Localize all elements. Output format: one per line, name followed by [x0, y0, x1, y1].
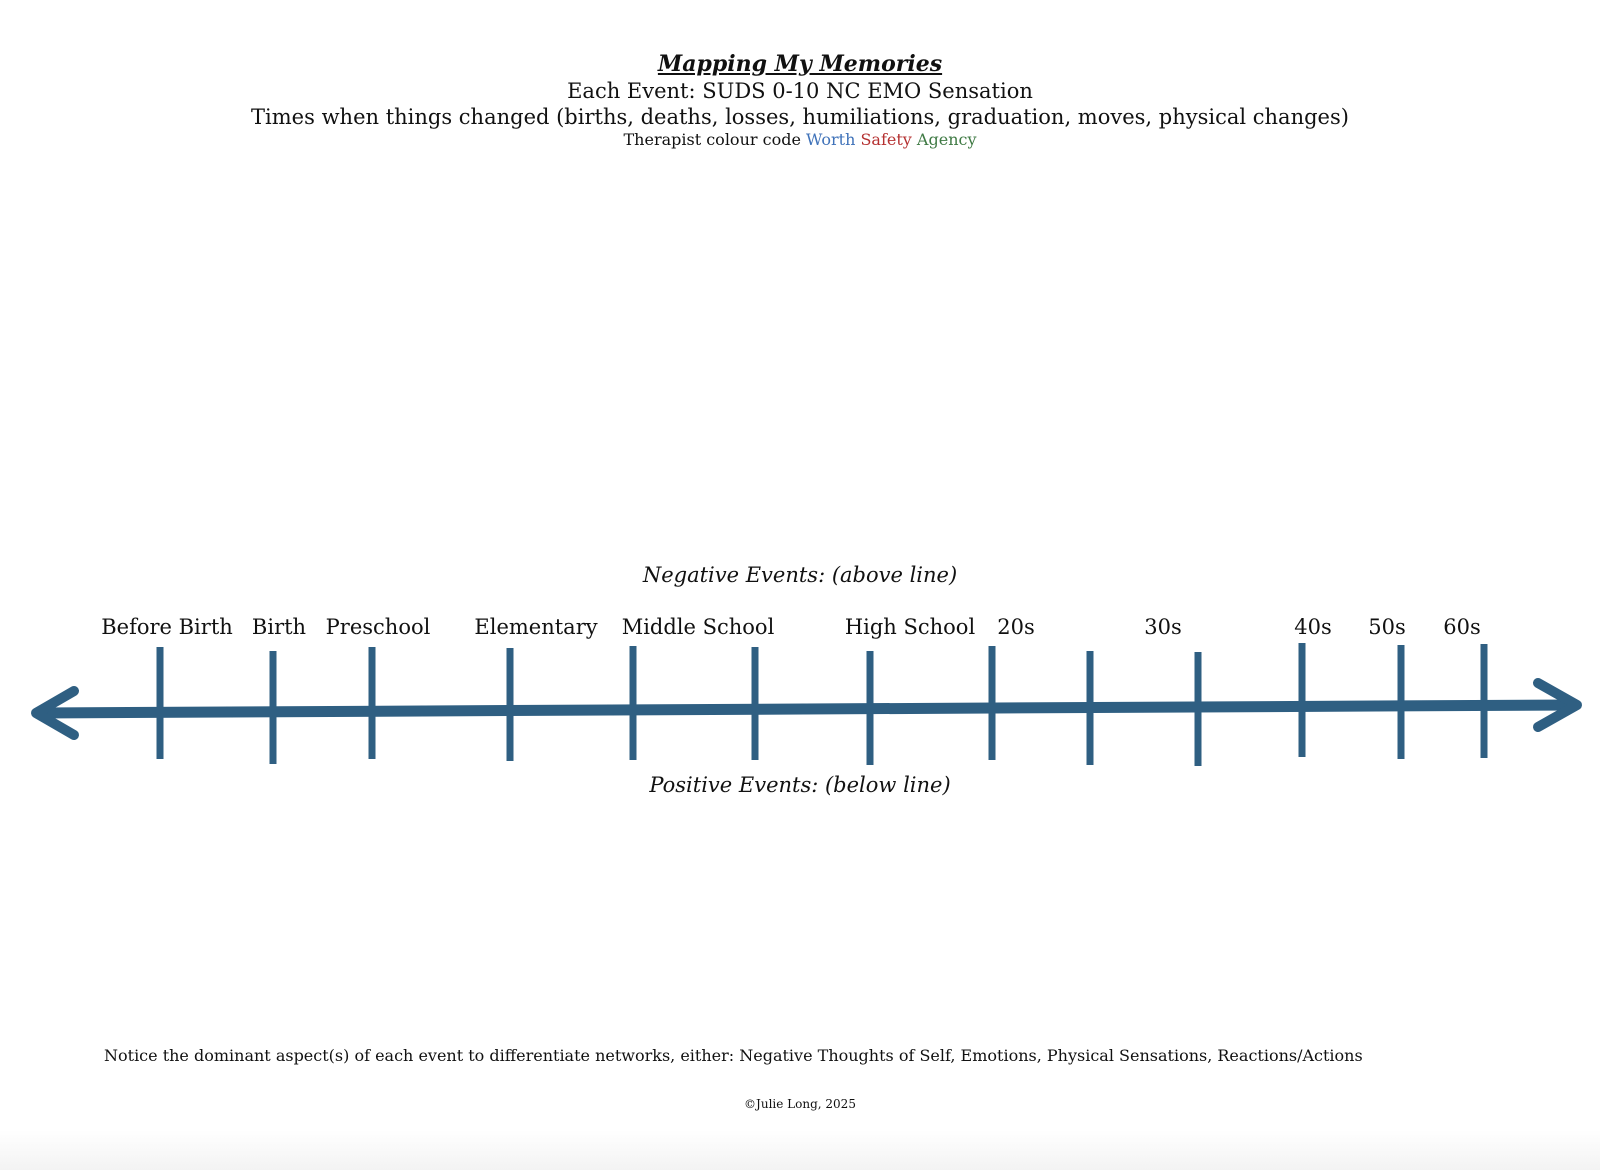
stage-label-60s: 60s [1443, 615, 1481, 639]
stage-label-50s: 50s [1368, 615, 1406, 639]
event-rating-line: Each Event: SUDS 0-10 NC EMO Sensation [567, 79, 1033, 103]
timeline-right-arrowhead [1533, 678, 1582, 732]
page-title: Mapping My Memories [657, 51, 943, 77]
page-bottom-shade [0, 1130, 1600, 1170]
positive-events-label: Positive Events: (below line) [649, 773, 951, 797]
dominant-aspects-note: Notice the dominant aspect(s) of each ev… [104, 1046, 1363, 1065]
stage-label-40s: 40s [1294, 615, 1332, 639]
stage-label-30s: 30s [1144, 615, 1182, 639]
stage-label-middle-school: Middle School [621, 615, 775, 639]
header: Mapping My Memories Each Event: SUDS 0-1… [0, 50, 1600, 150]
code-worth: Worth [806, 130, 856, 149]
negative-events-label: Negative Events: (above line) [642, 563, 958, 587]
stage-label-preschool: Preschool [325, 615, 431, 639]
copyright: ©Julie Long, 2025 [744, 1097, 856, 1111]
stage-label-birth: Birth [251, 615, 307, 639]
stage-label-elementary: Elementary [474, 615, 598, 639]
code-safety: Safety [860, 130, 912, 149]
timeline-left-arrowhead [31, 686, 79, 740]
colour-code-prefix: Therapist colour code [623, 130, 801, 149]
code-agency: Agency [916, 130, 977, 149]
therapist-colour-code: Therapist colour code Worth Safety Agenc… [0, 130, 1600, 150]
stage-label-before-birth: Before Birth [101, 615, 233, 639]
stage-label-high-school: High School [844, 615, 976, 639]
stage-label-20s: 20s [997, 615, 1035, 639]
timeline-axis-line [34, 699, 1578, 719]
change-times-line: Times when things changed (births, death… [251, 105, 1349, 129]
